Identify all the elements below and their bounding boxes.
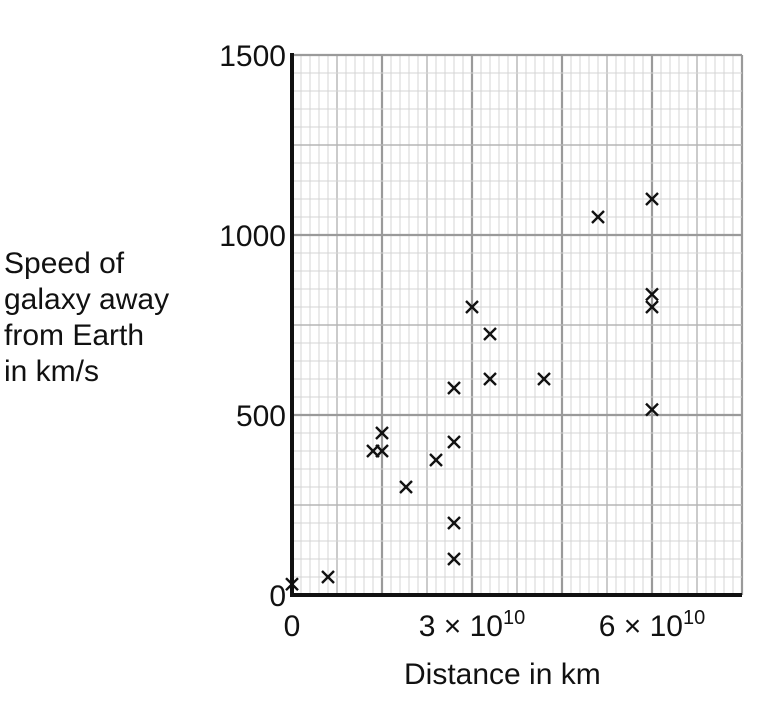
- y-tick-label: 0: [269, 580, 286, 613]
- data-point: [645, 300, 659, 314]
- data-point: [645, 402, 659, 417]
- data-point: [447, 381, 461, 395]
- y-axis-label-line: in km/s: [4, 355, 100, 388]
- data-point: [399, 480, 413, 494]
- y-tick-labels: 0 500 1000 1500: [219, 40, 286, 613]
- x-axis-label: Distance in km: [404, 658, 601, 691]
- y-axis-label-line: from Earth: [4, 319, 145, 352]
- data-point: [483, 327, 497, 341]
- y-axis-label-line: galaxy away: [4, 283, 170, 316]
- data-point: [537, 372, 551, 386]
- data-point: [447, 552, 461, 566]
- y-tick-label: 500: [236, 400, 286, 433]
- data-point: [645, 287, 659, 302]
- y-tick-label: 1000: [219, 220, 286, 253]
- data-point: [645, 192, 659, 206]
- x-tick-label: 3 × 1010: [419, 607, 526, 643]
- data-points: [285, 192, 659, 592]
- y-axis-label-line: Speed of: [4, 247, 125, 280]
- data-point: [285, 577, 299, 592]
- x-tick-labels: 0 3 × 1010 6 × 1010: [284, 607, 706, 643]
- data-point: [447, 516, 461, 530]
- data-point: [375, 426, 389, 440]
- data-point: [321, 570, 335, 584]
- x-tick-label: 0: [284, 610, 301, 643]
- data-point: [429, 453, 443, 467]
- x-tick-label: 6 × 1010: [599, 607, 706, 643]
- y-axis-label: Speed of galaxy away from Earth in km/s: [4, 246, 169, 390]
- data-point: [483, 372, 497, 386]
- chart-axes: [290, 53, 742, 597]
- y-tick-label: 1500: [219, 40, 286, 73]
- data-point: [447, 435, 461, 449]
- data-point: [591, 210, 605, 224]
- data-point: [375, 444, 389, 458]
- data-point: [465, 300, 479, 314]
- chart-grid: [290, 53, 744, 597]
